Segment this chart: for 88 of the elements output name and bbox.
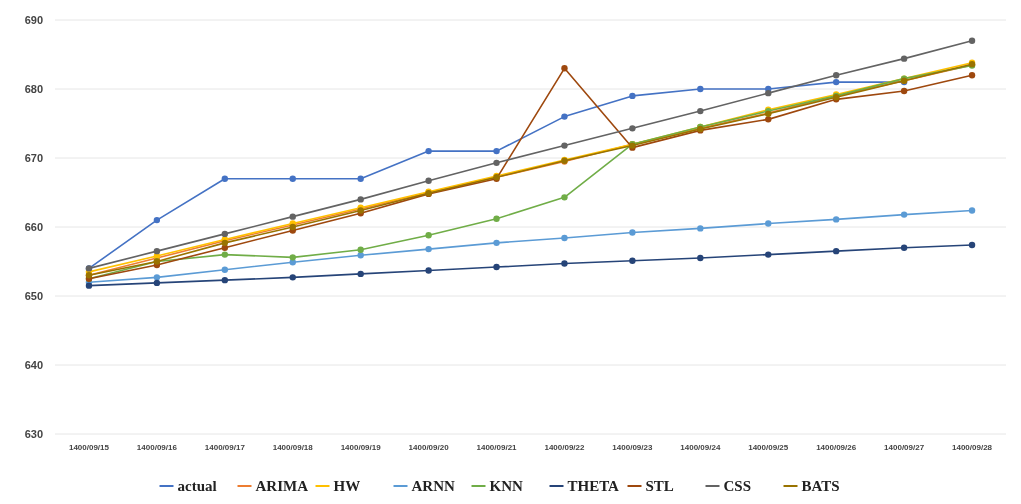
point — [289, 175, 296, 182]
point — [900, 244, 908, 251]
x-tick-label: 1400/09/16 — [136, 443, 178, 452]
point — [425, 232, 432, 239]
point — [493, 263, 500, 271]
point — [153, 216, 161, 224]
x-tick-label: 1400/09/28 — [952, 443, 993, 452]
point — [832, 72, 840, 79]
point — [968, 72, 976, 79]
legend-label: STL — [645, 478, 674, 495]
point — [629, 125, 636, 132]
point — [357, 270, 364, 278]
point — [289, 213, 296, 220]
point — [493, 159, 500, 167]
y-tick-label: 670 — [24, 151, 43, 164]
point — [221, 175, 229, 182]
point — [289, 254, 296, 261]
point — [153, 279, 161, 287]
point — [832, 216, 840, 223]
point — [357, 175, 364, 182]
x-tick-label: 1400/09/21 — [476, 443, 518, 452]
legend-label: HW — [333, 478, 361, 495]
y-tick-label: 650 — [24, 289, 43, 302]
point — [425, 267, 432, 274]
point — [900, 211, 908, 218]
x-tick-label: 1400/09/18 — [272, 443, 314, 452]
point — [697, 107, 704, 115]
point — [765, 116, 772, 123]
point — [153, 247, 161, 255]
point — [561, 142, 568, 149]
legend-label: BATS — [801, 478, 840, 495]
point — [153, 274, 161, 281]
point — [561, 65, 568, 72]
point — [425, 245, 432, 253]
point — [493, 147, 500, 155]
point — [832, 247, 840, 255]
point — [493, 239, 500, 247]
point — [629, 257, 636, 264]
point — [425, 177, 432, 184]
x-tick-label: 1400/09/17 — [204, 443, 246, 452]
point — [357, 196, 364, 203]
x-tick-label: 1400/09/23 — [612, 443, 653, 452]
point — [900, 87, 908, 95]
point — [832, 78, 840, 86]
point — [221, 251, 229, 258]
legend-label: ARIMA — [255, 478, 309, 495]
legend-label: KNN — [489, 478, 523, 495]
point — [765, 251, 772, 258]
point — [968, 37, 976, 44]
y-tick-label: 630 — [24, 427, 43, 440]
point — [561, 194, 568, 201]
point — [221, 276, 229, 284]
point — [357, 252, 364, 259]
point — [357, 246, 364, 253]
x-tick-label: 1400/09/27 — [884, 443, 925, 452]
point — [221, 230, 229, 238]
x-tick-label: 1400/09/15 — [68, 443, 110, 452]
x-tick-label: 1400/09/25 — [748, 443, 789, 452]
point — [968, 207, 976, 214]
point — [765, 89, 772, 97]
point — [561, 260, 568, 267]
point — [697, 85, 704, 93]
y-tick-label: 680 — [24, 82, 43, 95]
x-tick-label: 1400/09/19 — [340, 443, 382, 452]
point — [289, 274, 296, 281]
point — [425, 147, 432, 155]
point — [765, 220, 772, 227]
x-tick-label: 1400/09/20 — [408, 443, 450, 452]
point — [561, 234, 568, 242]
y-tick-label: 660 — [24, 220, 43, 233]
point — [697, 225, 704, 232]
legend-label: ARNN — [411, 478, 455, 495]
point — [561, 113, 568, 120]
legend-label: THETA — [567, 478, 620, 495]
x-tick-label: 1400/09/24 — [680, 443, 721, 452]
point — [900, 55, 908, 62]
y-tick-label: 690 — [24, 13, 43, 26]
point — [968, 241, 976, 249]
x-tick-label: 1400/09/26 — [816, 443, 857, 452]
point — [493, 215, 500, 222]
point — [629, 92, 636, 100]
x-tick-label: 1400/09/22 — [544, 443, 586, 452]
legend-label: CSS — [723, 478, 752, 495]
legend-label: actual — [177, 478, 217, 495]
y-tick-label: 640 — [24, 358, 43, 371]
point — [697, 254, 704, 262]
point — [221, 266, 229, 273]
point — [629, 229, 636, 236]
